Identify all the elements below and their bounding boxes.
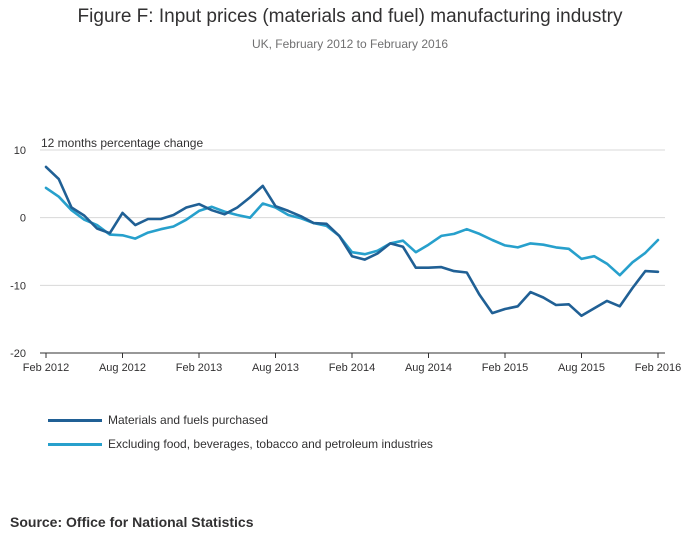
legend-swatch-excluding — [48, 442, 102, 446]
y-axis-ticks: 10 0 -10 -20 — [10, 145, 26, 360]
x-axis: Feb 2012 Aug 2012 Feb 2013 Aug 2013 Feb 2014… — [23, 353, 681, 374]
x-tick-label: Feb 2014 — [329, 362, 375, 374]
y-axis-label: 12 months percentage change — [41, 136, 203, 150]
gridlines — [40, 149, 665, 354]
x-tick-label: Feb 2012 — [23, 362, 69, 374]
y-tick-label: -10 — [10, 280, 26, 292]
series-lines — [44, 165, 660, 318]
x-tick-label: Aug 2012 — [99, 362, 146, 374]
y-tick-label: -20 — [10, 348, 26, 360]
legend-label-excluding: Excluding food, beverages, tobacco and p… — [108, 437, 433, 451]
x-tick-label: Aug 2015 — [558, 362, 605, 374]
y-tick-label: 10 — [14, 145, 26, 157]
x-tick-label: Aug 2014 — [405, 362, 452, 374]
x-tick-label: Aug 2013 — [252, 362, 299, 374]
series-line-materials — [44, 165, 660, 318]
x-tick-label: Feb 2015 — [482, 362, 528, 374]
line-chart: 10 0 -10 -20 12 months percentage change Fe… — [10, 136, 681, 374]
chart-title: Figure F: Input prices (materials and fu… — [77, 6, 623, 27]
source-note: Source: Office for National Statistics — [10, 514, 254, 530]
legend-item-materials: Materials and fuels purchased — [48, 408, 433, 432]
legend: Materials and fuels purchased Excluding … — [48, 408, 433, 456]
legend-label-materials: Materials and fuels purchased — [108, 413, 269, 427]
legend-item-excluding: Excluding food, beverages, tobacco and p… — [48, 432, 433, 456]
x-tick-label: Feb 2016 — [635, 362, 681, 374]
legend-swatch-materials — [48, 418, 102, 422]
chart-subtitle: UK, February 2012 to February 2016 — [251, 37, 449, 51]
x-tick-label: Feb 2013 — [176, 362, 222, 374]
series-line-excluding — [44, 186, 660, 277]
y-tick-label: 0 — [20, 213, 26, 225]
